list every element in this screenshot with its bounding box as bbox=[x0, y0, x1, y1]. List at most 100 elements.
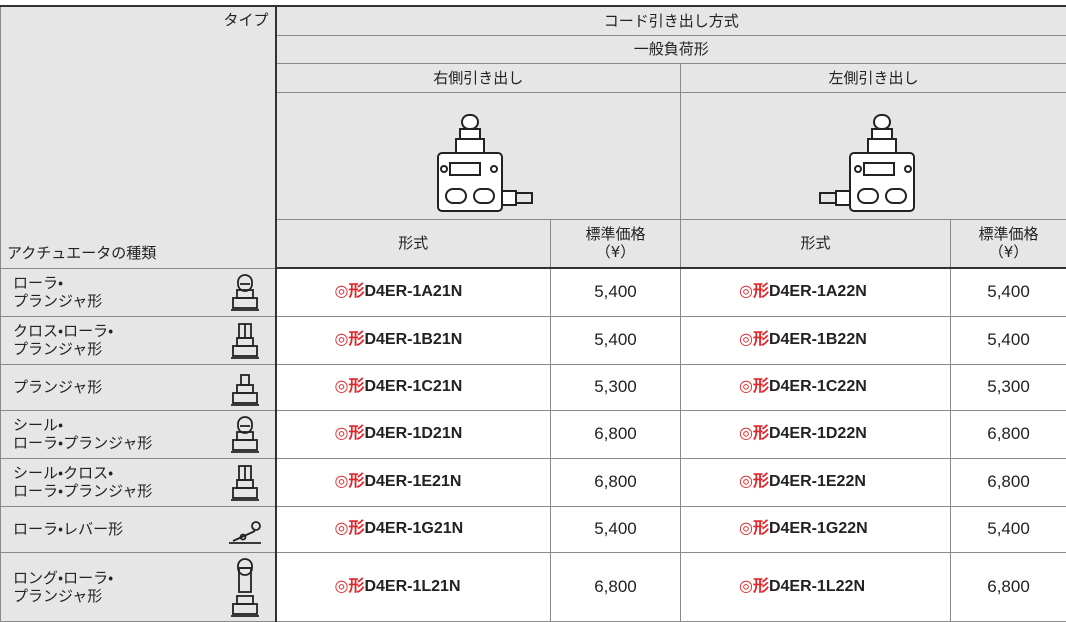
actuator-icon bbox=[225, 272, 265, 312]
price-cell: 5,400 bbox=[551, 268, 681, 316]
actuator-name: シール・ ローラ・プランジャ形 bbox=[13, 416, 152, 452]
icon-part bbox=[233, 604, 257, 614]
left-header: 左側引き出し bbox=[681, 63, 1066, 92]
actuator-cell: ロング・ローラ・ プランジャ形 bbox=[1, 552, 276, 621]
right-image-cell bbox=[276, 92, 681, 219]
icon-part bbox=[237, 385, 253, 393]
actuator-cell: シール・クロス・ ローラ・プランジャ形 bbox=[1, 458, 276, 506]
price-cell: 6,800 bbox=[951, 410, 1066, 458]
actuator-icon bbox=[225, 414, 265, 454]
price-table: タイプ アクチュエータの種類 コード引き出し方式 一般負荷形 右側引き出し 左側… bbox=[0, 5, 1066, 622]
icon-part bbox=[233, 298, 257, 308]
actuator-icon bbox=[225, 509, 265, 549]
load-header: 一般負荷形 bbox=[276, 35, 1066, 63]
price-cell: 5,400 bbox=[551, 316, 681, 364]
model-prefix: ◎形 bbox=[335, 473, 365, 490]
type-label: タイプ bbox=[223, 11, 268, 29]
right-header: 右側引き出し bbox=[276, 63, 681, 92]
model-cell: ◎形D4ER-1G22N bbox=[681, 506, 951, 552]
model-number: D4ER-1C22N bbox=[769, 378, 867, 395]
model-number: D4ER-1L22N bbox=[769, 578, 865, 595]
price-cell: 6,800 bbox=[951, 552, 1066, 621]
model-number: D4ER-1E22N bbox=[769, 473, 866, 490]
model-prefix: ◎形 bbox=[739, 378, 769, 395]
model-col-header: 形式 bbox=[276, 219, 551, 268]
actuator-cell: プランジャ形 bbox=[1, 364, 276, 410]
price-cell: 6,800 bbox=[551, 458, 681, 506]
model-prefix: ◎形 bbox=[739, 473, 769, 490]
model-cell: ◎形D4ER-1A22N bbox=[681, 268, 951, 316]
model-cell: ◎形D4ER-1G21N bbox=[276, 506, 551, 552]
switch-right-drawing bbox=[418, 111, 538, 215]
model-prefix: ◎形 bbox=[335, 425, 365, 442]
model-cell: ◎形D4ER-1B21N bbox=[276, 316, 551, 364]
icon-part bbox=[233, 488, 257, 498]
icon-part bbox=[238, 417, 252, 433]
model-prefix: ◎形 bbox=[335, 283, 365, 300]
actuator-name: ロング・ローラ・ プランジャ形 bbox=[13, 569, 113, 605]
actuator-icon bbox=[225, 320, 265, 360]
corner-cell: タイプ アクチュエータの種類 bbox=[1, 6, 276, 268]
price-cell: 5,400 bbox=[551, 506, 681, 552]
model-prefix: ◎形 bbox=[739, 331, 769, 348]
price-cell: 5,300 bbox=[551, 364, 681, 410]
actuator-name: クロス・ローラ・ プランジャ形 bbox=[13, 322, 113, 358]
model-cell: ◎形D4ER-1E22N bbox=[681, 458, 951, 506]
model-number: D4ER-1C21N bbox=[364, 378, 462, 395]
icon-part bbox=[238, 275, 252, 291]
model-prefix: ◎形 bbox=[739, 425, 769, 442]
price-cell: 5,400 bbox=[951, 506, 1066, 552]
actuator-name: プランジャ形 bbox=[13, 378, 102, 396]
actuator-name: ローラ・レバー形 bbox=[13, 520, 123, 538]
model-prefix: ◎形 bbox=[335, 378, 365, 395]
model-number: D4ER-1G21N bbox=[364, 520, 463, 537]
model-number: D4ER-1G22N bbox=[769, 520, 868, 537]
model-col-header: 形式 bbox=[681, 219, 951, 268]
model-cell: ◎形D4ER-1L22N bbox=[681, 552, 951, 621]
model-number: D4ER-1D22N bbox=[769, 425, 867, 442]
model-prefix: ◎形 bbox=[739, 520, 769, 537]
actuator-name: シール・クロス・ ローラ・プランジャ形 bbox=[13, 464, 152, 500]
icon-part bbox=[237, 338, 253, 346]
model-cell: ◎形D4ER-1D22N bbox=[681, 410, 951, 458]
model-cell: ◎形D4ER-1L21N bbox=[276, 552, 551, 621]
model-cell: ◎形D4ER-1B22N bbox=[681, 316, 951, 364]
actuator-icon bbox=[225, 556, 265, 618]
model-prefix: ◎形 bbox=[335, 578, 365, 595]
model-number: D4ER-1A22N bbox=[769, 283, 867, 300]
icon-part bbox=[238, 559, 252, 575]
model-cell: ◎形D4ER-1A21N bbox=[276, 268, 551, 316]
model-cell: ◎形D4ER-1E21N bbox=[276, 458, 551, 506]
cord-header: コード引き出し方式 bbox=[276, 6, 1066, 35]
model-cell: ◎形D4ER-1C21N bbox=[276, 364, 551, 410]
price-cell: 5,300 bbox=[951, 364, 1066, 410]
model-prefix: ◎形 bbox=[739, 578, 769, 595]
icon-part bbox=[233, 346, 257, 356]
model-number: D4ER-1D21N bbox=[364, 425, 462, 442]
price-cell: 6,800 bbox=[551, 410, 681, 458]
model-number: D4ER-1E21N bbox=[364, 473, 461, 490]
actuator-icon bbox=[225, 462, 265, 502]
model-prefix: ◎形 bbox=[335, 520, 365, 537]
icon-part bbox=[233, 440, 257, 450]
page: タイプ アクチュエータの種類 コード引き出し方式 一般負荷形 右側引き出し 左側… bbox=[0, 0, 1066, 605]
model-number: D4ER-1A21N bbox=[364, 283, 462, 300]
price-cell: 5,400 bbox=[951, 268, 1066, 316]
model-cell: ◎形D4ER-1C22N bbox=[681, 364, 951, 410]
actuator-cell: シール・ ローラ・プランジャ形 bbox=[1, 410, 276, 458]
actuator-cell: ローラ・レバー形 bbox=[1, 506, 276, 552]
icon-part bbox=[237, 480, 253, 488]
switch-left-drawing bbox=[814, 111, 934, 215]
model-prefix: ◎形 bbox=[739, 283, 769, 300]
price-cell: 6,800 bbox=[951, 458, 1066, 506]
model-number: D4ER-1B21N bbox=[364, 331, 462, 348]
actuator-cell: ローラ・ プランジャ形 bbox=[1, 268, 276, 316]
icon-part bbox=[241, 375, 249, 385]
